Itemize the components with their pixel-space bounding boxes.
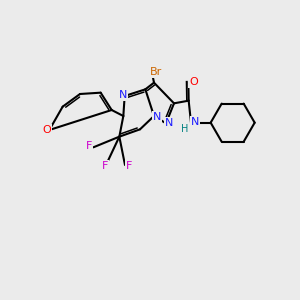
Text: F: F (102, 161, 108, 171)
Text: Br: Br (150, 67, 162, 77)
Text: O: O (42, 125, 51, 135)
Text: N: N (153, 112, 161, 122)
Text: N: N (118, 90, 127, 100)
Text: H: H (181, 124, 189, 134)
Text: N: N (165, 118, 173, 128)
Text: O: O (189, 77, 198, 87)
Text: F: F (126, 161, 132, 171)
Text: N: N (191, 117, 199, 127)
Text: F: F (86, 141, 92, 151)
